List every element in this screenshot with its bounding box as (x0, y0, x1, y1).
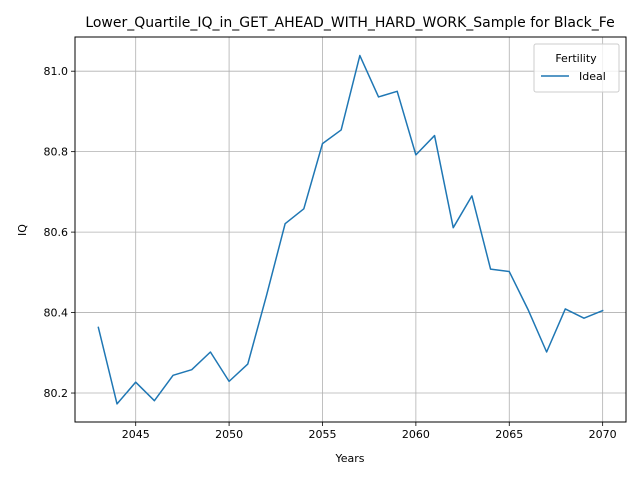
legend-box (533, 43, 620, 93)
y-tick-label: 80.2 (44, 387, 69, 400)
y-tick-label: 80.6 (44, 226, 69, 239)
y-axis-ticks: 80.2 80.4 80.6 80.8 81.0 (44, 65, 75, 400)
legend: Fertility Ideal (533, 43, 620, 93)
series-lines (97, 54, 604, 405)
y-tick-label: 81.0 (44, 65, 69, 78)
x-axis-ticks: 2045 2050 2055 2060 2065 2070 (122, 422, 617, 441)
x-tick-label: 2055 (308, 428, 336, 441)
x-tick-label: 2070 (589, 428, 617, 441)
legend-label-ideal: Ideal (579, 70, 606, 83)
x-tick-label: 2065 (495, 428, 523, 441)
series-line-ideal (97, 54, 604, 405)
chart-title: Lower_Quartile_IQ_in_GET_AHEAD_WITH_HARD… (85, 15, 614, 31)
legend-title: Fertility (555, 52, 597, 65)
x-tick-label: 2045 (122, 428, 150, 441)
y-tick-label: 80.8 (44, 146, 69, 159)
y-axis-label: IQ (16, 224, 29, 236)
y-tick-label: 80.4 (44, 307, 69, 320)
plot-frame (74, 36, 627, 423)
x-tick-label: 2050 (215, 428, 243, 441)
x-tick-label: 2060 (402, 428, 430, 441)
x-axis-label: Years (334, 452, 364, 465)
